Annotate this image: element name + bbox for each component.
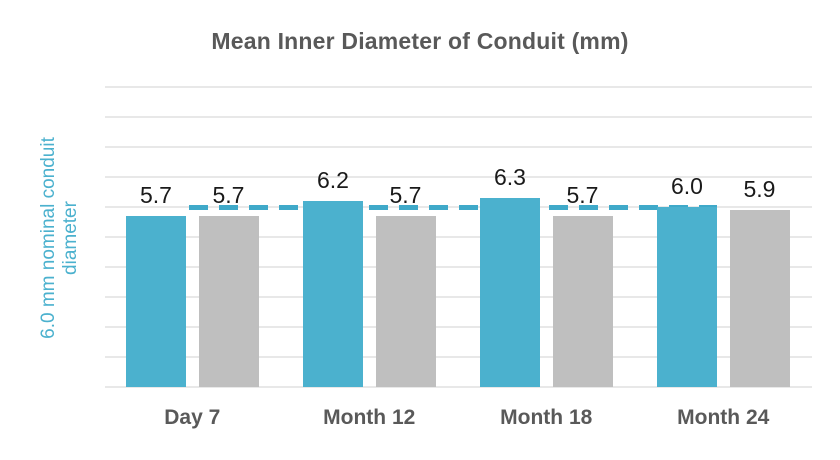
chart-title: Mean Inner Diameter of Conduit (mm) (211, 28, 629, 54)
value-label-teal-bars-2: 6.3 (494, 164, 526, 190)
value-label-gray-bars-3: 5.9 (743, 176, 776, 202)
gridline (105, 116, 812, 118)
gridline (105, 146, 812, 148)
value-label-teal-bars-3: 6.0 (671, 173, 703, 199)
x-axis-baseline (105, 386, 812, 388)
bar-gray-bars-month-18 (552, 216, 613, 387)
value-label-teal-bars-1: 6.2 (317, 167, 349, 193)
bar-gray-bars-day-7 (198, 216, 259, 387)
bar-gray-bars-month-12 (375, 216, 436, 387)
gridline (105, 236, 812, 238)
x-axis-label-month-12: Month 12 (323, 406, 416, 429)
reference-line-dashed (189, 204, 717, 210)
bar-teal-bars-day-7 (126, 216, 186, 387)
bar-teal-bars-month-18 (480, 198, 540, 387)
gridline (105, 326, 812, 328)
value-label-teal-bars-0: 5.7 (140, 182, 172, 208)
value-label-gray-bars-1: 5.7 (389, 182, 422, 208)
x-axis-label-month-18: Month 18 (500, 406, 593, 429)
gridline (105, 176, 812, 178)
gridline (105, 266, 812, 268)
y-axis-label-line2: diameter (60, 201, 81, 275)
x-axis-label-day-7: Day 7 (164, 406, 221, 429)
bar-gray-bars-month-24 (729, 210, 790, 387)
gridline (105, 296, 812, 298)
value-label-gray-bars-0: 5.7 (212, 182, 245, 208)
gridline (105, 86, 812, 88)
bar-teal-bars-month-24 (657, 207, 717, 387)
y-axis-label-line1: 6.0 mm nominal conduit (38, 137, 59, 339)
gridline (105, 356, 812, 358)
y-axis-label: 6.0 mm nominal conduit diameter (38, 78, 84, 398)
bar-teal-bars-month-12 (303, 201, 363, 387)
value-label-gray-bars-2: 5.7 (566, 182, 599, 208)
x-axis-label-month-24: Month 24 (677, 406, 770, 429)
